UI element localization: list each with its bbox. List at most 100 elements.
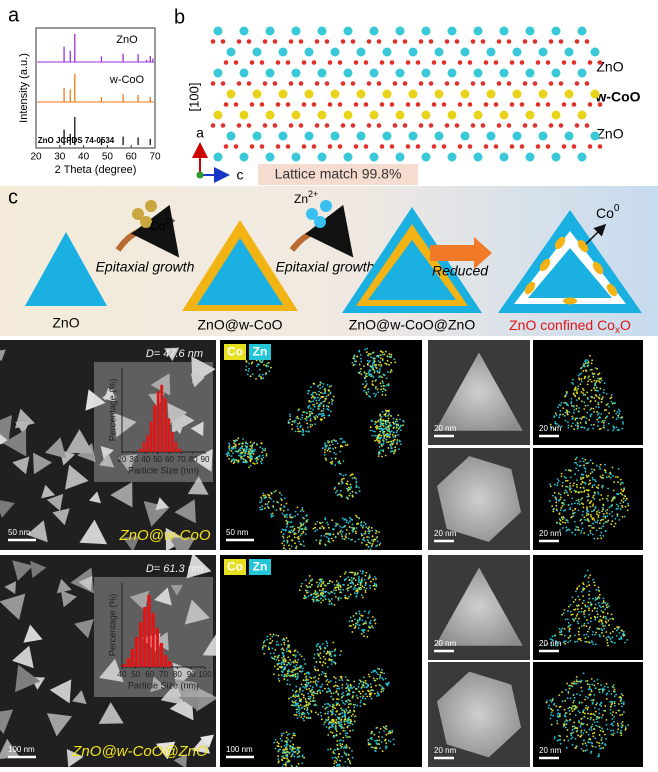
- element-dot: [570, 491, 573, 493]
- element-dot: [597, 377, 600, 380]
- element-dot: [594, 607, 596, 609]
- element-dot: [348, 532, 351, 535]
- element-dot: [319, 597, 322, 600]
- element-dot: [294, 673, 297, 675]
- atom: [246, 123, 252, 128]
- element-dot: [355, 694, 358, 697]
- element-dot: [552, 510, 555, 513]
- element-dot: [360, 588, 363, 591]
- element-dot: [365, 622, 367, 625]
- element-dot: [351, 631, 354, 633]
- element-dot: [307, 392, 310, 395]
- atom: [431, 144, 437, 149]
- element-dot: [595, 718, 598, 721]
- element-dot: [347, 497, 349, 500]
- element-dot: [375, 545, 377, 548]
- nanoparticle: [167, 402, 188, 425]
- element-dot: [373, 357, 376, 360]
- atom: [538, 47, 548, 57]
- element-dot: [228, 442, 231, 445]
- element-dot: [285, 519, 288, 522]
- element-dot: [599, 416, 602, 419]
- element-dot: [606, 515, 609, 518]
- atom: [275, 144, 281, 149]
- element-dot: [576, 727, 579, 730]
- element-dot: [298, 540, 301, 543]
- element-dot: [381, 686, 384, 689]
- element-dot: [373, 739, 376, 742]
- element-dot: [394, 446, 397, 449]
- element-dot: [345, 744, 348, 746]
- element-dot: [581, 625, 583, 628]
- element-dot: [368, 530, 371, 533]
- element-dot: [367, 739, 370, 741]
- element-dot: [593, 508, 596, 511]
- element-dot: [298, 526, 301, 529]
- element-dot: [567, 707, 570, 710]
- element-dot: [593, 379, 596, 382]
- atom: [444, 39, 450, 44]
- element-dot: [339, 725, 342, 728]
- element-dot: [358, 616, 361, 619]
- element-dot: [624, 641, 626, 644]
- element-dot: [279, 509, 282, 511]
- element-dot: [597, 725, 600, 728]
- element-dot: [281, 751, 284, 754]
- element-dot: [283, 757, 286, 760]
- element-dot: [334, 648, 337, 651]
- element-dot: [589, 415, 592, 418]
- element-dot: [238, 454, 240, 457]
- element-dot: [374, 622, 377, 625]
- element-dot: [344, 708, 347, 711]
- element-dot: [299, 418, 302, 421]
- element-dot: [568, 624, 571, 627]
- element-dot: [569, 634, 572, 637]
- element-dot: [364, 372, 367, 375]
- element-dot: [569, 610, 572, 613]
- element-dot: [260, 462, 263, 465]
- element-dot: [585, 731, 588, 734]
- element-dot: [331, 460, 334, 463]
- element-dot: [376, 434, 379, 437]
- element-dot: [313, 592, 316, 595]
- element-dot: [601, 727, 603, 730]
- element-dot: [349, 474, 352, 477]
- micrograph: [0, 555, 216, 767]
- element-dot: [593, 387, 595, 389]
- element-dot: [584, 393, 587, 396]
- element-dot: [583, 715, 586, 718]
- element-dot: [276, 745, 279, 747]
- y-axis-label: Intensity (a.u.): [18, 53, 30, 123]
- element-dot: [378, 677, 381, 680]
- element-dot: [351, 361, 354, 364]
- element-dot: [332, 447, 335, 450]
- element-dot: [319, 661, 322, 664]
- atom: [467, 144, 473, 149]
- element-dot: [335, 453, 337, 456]
- element-dot: [565, 689, 568, 691]
- element-dot: [372, 670, 375, 673]
- element-dot: [298, 688, 301, 691]
- element-dot: [359, 695, 362, 698]
- element-dot: [330, 457, 333, 460]
- element-dot: [308, 400, 311, 403]
- element-dot: [582, 394, 585, 396]
- element-dot: [364, 348, 366, 351]
- element-dot: [384, 388, 387, 391]
- element-dot: [305, 515, 308, 518]
- element-dot: [556, 720, 559, 722]
- element-dot: [557, 492, 560, 495]
- element-dot: [349, 700, 351, 702]
- element-dot: [328, 414, 331, 417]
- element-dot: [287, 761, 290, 763]
- element-dot: [346, 443, 349, 446]
- element-dot: [599, 606, 602, 608]
- element-dot: [341, 478, 343, 481]
- element-dot: [558, 416, 560, 419]
- element-dot: [334, 677, 337, 680]
- element-dot: [575, 456, 578, 459]
- atom: [584, 81, 590, 86]
- element-dot: [314, 523, 317, 526]
- element-dot: [308, 585, 311, 588]
- element-dot: [346, 718, 349, 721]
